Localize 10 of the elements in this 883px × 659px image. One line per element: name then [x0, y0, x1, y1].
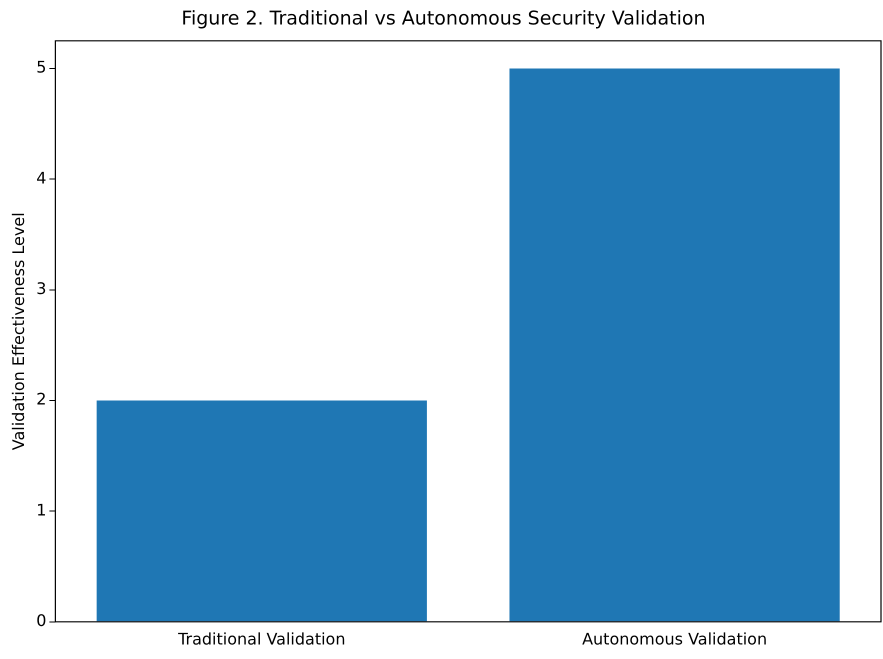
y-tick-label: 3 [36, 278, 46, 298]
x-tick-label: Autonomous Validation [582, 630, 768, 649]
y-axis-title: Validation Effectiveness Level [8, 212, 28, 450]
y-tick-label: 5 [36, 58, 46, 77]
y-tick-label: 2 [36, 390, 46, 409]
chart-title: Figure 2. Traditional vs Autonomous Security Validation [181, 7, 706, 30]
y-tick-label: 0 [36, 610, 46, 630]
x-tick-label: Traditional Validation [177, 630, 346, 649]
y-tick-label: 1 [36, 500, 46, 520]
y-tick-label: 4 [36, 168, 46, 188]
